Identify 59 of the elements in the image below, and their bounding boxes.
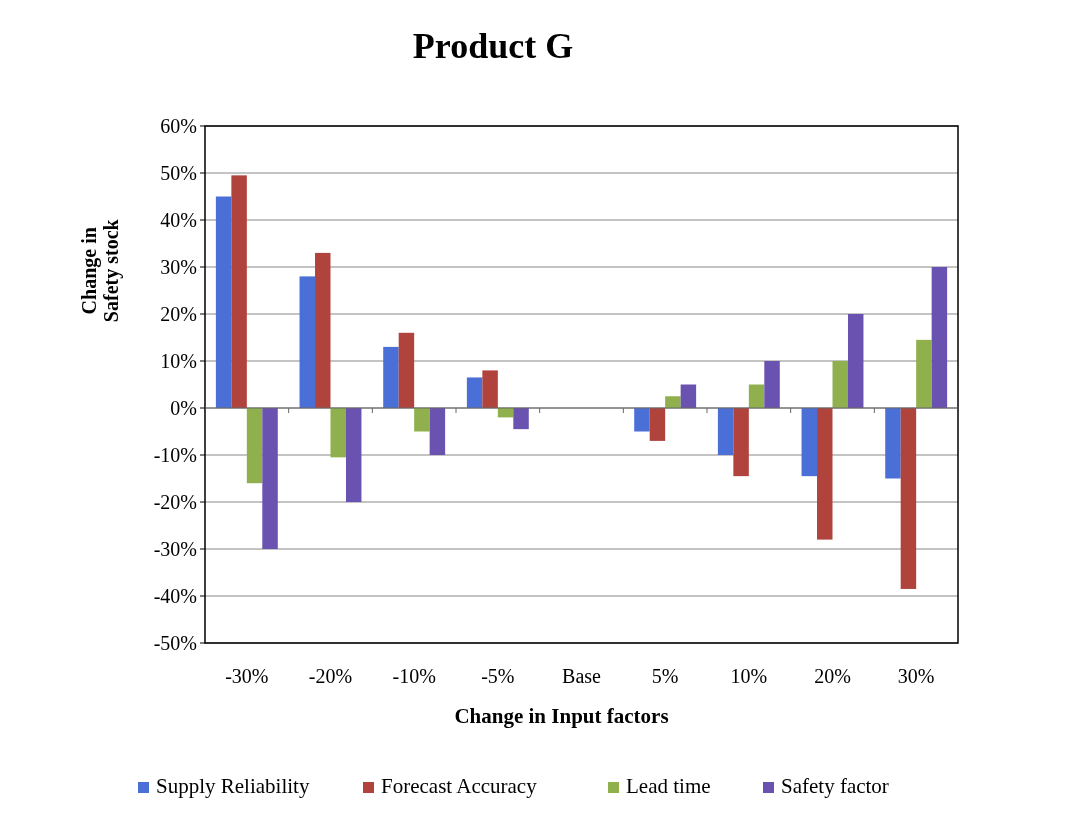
bar [315,252,331,408]
bar [649,408,666,441]
legend-label: Lead time [626,774,711,798]
bar [215,196,232,408]
bar [231,175,247,408]
legend-label: Supply Reliability [156,774,310,798]
bar [900,408,917,589]
bar [680,384,697,408]
bar [764,361,780,408]
y-tick-label: 0% [170,397,197,419]
x-tick-label: -30% [225,665,269,687]
x-tick-label: -10% [392,665,436,687]
y-tick-label: 20% [160,303,197,325]
bar [246,408,263,484]
x-tick-label: 5% [651,665,679,687]
bar [832,361,848,408]
x-tick-label: 10% [730,665,768,687]
bar [466,377,483,408]
y-tick-label: 60% [160,115,197,137]
y-tick-label: 40% [160,209,197,231]
bar [931,267,948,408]
bar [330,408,346,458]
y-tick-label: -10% [153,444,197,466]
bar [345,408,362,502]
x-tick-label: 20% [814,665,851,687]
bar [748,384,765,408]
legend-label: Safety factor [781,774,889,798]
chart-title: Product G [412,26,574,66]
y-tick-label: 10% [160,350,197,372]
y-tick-label: -20% [153,491,197,513]
legend-label: Forecast Accuracy [381,774,538,798]
bar [429,408,446,455]
y-tick-label: 50% [160,162,197,184]
bar [817,408,833,540]
bar [801,408,818,477]
bar [916,339,932,408]
bar [717,408,734,455]
y-tick-label: -50% [153,632,197,654]
bar [414,408,430,432]
bar [513,408,529,430]
bar [299,276,316,408]
x-tick-label: -5% [481,665,515,687]
x-tick-label: Base [562,665,602,687]
y-tick-label: -30% [153,538,197,560]
y-tick-label: 30% [160,256,197,278]
x-tick-label: 30% [897,665,935,687]
bar [262,408,278,549]
bar [885,408,901,479]
y-tick-label: -40% [153,585,197,607]
x-axis-title: Change in Input factors [454,704,669,728]
bar [847,314,864,408]
bar [482,370,498,408]
bar [383,346,399,408]
bar [733,408,749,477]
x-tick-label: -20% [308,665,353,687]
bar [634,408,650,432]
bar [398,332,415,408]
y-axis-title: Change in Safety stock [78,218,123,323]
bar [665,396,681,408]
